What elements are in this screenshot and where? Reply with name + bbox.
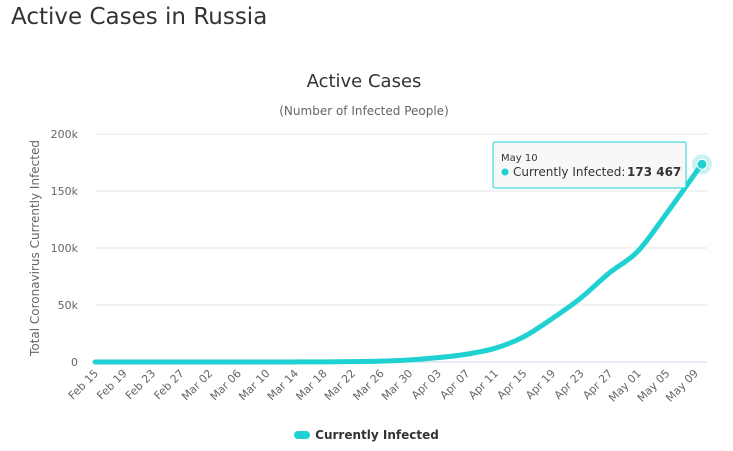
legend-label: Currently Infected	[315, 428, 439, 442]
chart-title: Active Cases	[307, 71, 422, 92]
tooltip-series-label: Currently Infected:	[513, 165, 625, 179]
y-tick-label: 200k	[51, 128, 79, 141]
series-line[interactable]	[92, 161, 705, 365]
tooltip-date: May 10	[501, 153, 538, 164]
x-tick-label: May 09	[663, 367, 701, 405]
data-point[interactable]	[93, 360, 97, 364]
data-point[interactable]	[379, 359, 383, 363]
hover-marker[interactable]	[696, 158, 708, 170]
x-tick-label: Feb 15	[66, 367, 101, 402]
data-point[interactable]	[350, 360, 354, 364]
x-tick-label: Apr 03	[409, 367, 444, 402]
data-point[interactable]	[207, 360, 211, 364]
data-point[interactable]	[521, 335, 525, 339]
data-point[interactable]	[664, 212, 668, 216]
x-tick-label: Apr 23	[552, 367, 587, 402]
y-tick-label: 100k	[51, 242, 79, 255]
data-point[interactable]	[550, 317, 554, 321]
x-tick-label: Apr 19	[523, 367, 558, 402]
data-point[interactable]	[693, 172, 697, 176]
x-tick-label: Feb 23	[123, 367, 158, 402]
x-tick-label: Mar 10	[236, 367, 272, 403]
tooltip-marker	[501, 168, 509, 176]
data-point[interactable]	[607, 271, 611, 275]
data-point[interactable]	[236, 360, 240, 364]
chart: Active Cases (Number of Infected People)…	[28, 71, 712, 405]
y-tick-label: 50k	[58, 299, 79, 312]
x-tick-label: Apr 07	[437, 367, 472, 402]
y-axis-title: Total Coronavirus Currently Infected	[28, 140, 42, 357]
x-tick-label: Feb 19	[94, 367, 129, 402]
x-tick-label: Apr 15	[495, 367, 530, 402]
data-point[interactable]	[493, 346, 497, 350]
data-point[interactable]	[407, 358, 411, 362]
series-currently-infected[interactable]	[92, 154, 712, 365]
data-point[interactable]	[322, 360, 326, 364]
y-tick-label: 150k	[51, 185, 79, 198]
legend: Currently Infected	[0, 424, 733, 443]
data-point[interactable]	[264, 360, 268, 364]
chart-subtitle: (Number of Infected People)	[279, 104, 449, 118]
tooltip: May 10 Currently Infected: 173 467	[492, 141, 687, 189]
x-tick-label: Mar 02	[179, 367, 215, 403]
x-tick-label: Mar 22	[322, 367, 358, 403]
legend-swatch	[294, 431, 311, 439]
data-point[interactable]	[150, 360, 154, 364]
tooltip-value: 173 467	[627, 165, 681, 179]
legend-item-currently-infected[interactable]: Currently Infected	[294, 428, 439, 442]
y-tick-label: 0	[71, 356, 78, 369]
x-tick-label: Mar 30	[379, 367, 415, 403]
x-tick-label: Mar 26	[351, 367, 387, 403]
data-point[interactable]	[579, 296, 583, 300]
data-point[interactable]	[179, 360, 183, 364]
data-point[interactable]	[636, 249, 640, 253]
x-tick-label: Mar 14	[265, 367, 301, 403]
data-point[interactable]	[293, 360, 297, 364]
page-title: Active Cases in Russia	[11, 4, 268, 30]
data-point[interactable]	[122, 360, 126, 364]
tooltip-box	[492, 141, 687, 189]
x-tick-label: Mar 06	[208, 367, 244, 403]
data-point[interactable]	[464, 352, 468, 356]
y-axis-ticks: 0 50k 100k 150k 200k	[51, 128, 79, 369]
x-tick-label: Mar 18	[293, 367, 329, 403]
x-tick-label: Apr 11	[466, 367, 501, 402]
data-point[interactable]	[436, 356, 440, 360]
